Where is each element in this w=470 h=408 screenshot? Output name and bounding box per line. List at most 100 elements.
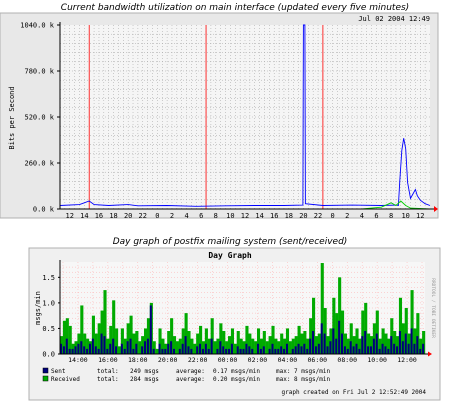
postfix-bar-received [141,336,145,354]
postfix-chart-title: Day graph of postfix mailing system (sen… [113,237,348,247]
postfix-bar-sent [196,346,199,354]
postfix-bar-received [146,318,151,354]
postfix-bar-received [68,325,72,354]
postfix-bar-received [117,346,122,354]
postfix-bar-received [190,338,194,354]
postfix-bar-sent [210,338,213,354]
postfix-bar-sent [300,346,303,354]
postfix-bar-sent [77,343,80,354]
postfix-bar-received [158,328,162,354]
postfix-bar-sent [74,346,77,354]
postfix-bar-sent [340,333,344,354]
postfix-bar-sent [309,338,312,354]
postfix-bar-received [285,328,290,354]
postfix-bar-received [309,318,313,354]
postfix-bar-received [338,277,342,354]
postfix-bar-received [306,338,310,354]
bandwidth-x-tick-label: 4 [360,212,364,220]
bandwidth-x-tick-label: 12 [416,212,424,220]
postfix-bar-sent [303,343,306,354]
postfix-bar-sent [245,343,248,354]
postfix-bar-sent [170,341,173,354]
postfix-bar-sent [335,338,338,354]
postfix-bar-received [277,341,281,354]
legend-average-received: 0.20 msgs/min [213,376,260,383]
postfix-bar-sent [416,336,419,354]
postfix-bar-sent [277,348,280,354]
postfix-x-tick-label: 08:00 [337,356,357,364]
bandwidth-x-tick-label: 10 [401,212,409,220]
postfix-bar-received [416,313,420,354]
postfix-graph-title: Day Graph [208,251,252,260]
postfix-bar-received [152,341,156,354]
legend-name-received: Received [51,376,80,383]
postfix-x-tick-label: 18:00 [128,356,148,364]
postfix-bar-sent [97,348,100,354]
postfix-bar-sent [280,346,283,354]
postfix-bar-received [419,338,423,354]
bandwidth-x-tick-label: 22 [314,212,322,220]
postfix-bar-received [248,333,252,354]
legend-max-label-received: max: [276,376,290,383]
postfix-axes: 0.0 0.5 1.0 1.5 14:00 16:00 18:00 20:00 22:00 00:… [42,260,432,364]
bandwidth-x-tick-label: 18 [285,212,293,220]
postfix-bar-sent [132,348,135,354]
bandwidth-x-tick-label: 6 [374,212,378,220]
postfix-bar-received [225,341,229,354]
postfix-bar-sent [404,333,407,354]
postfix-bar-received [387,338,391,354]
postfix-bar-received [94,333,98,354]
postfix-bar-received [332,297,336,354]
postfix-bar-sent [135,343,138,354]
postfix-bar-received [100,310,104,354]
postfix-bar-received [410,290,414,354]
postfix-x-tick-label: 04:00 [278,356,298,364]
postfix-bar-received [398,297,403,354]
postfix-bar-sent [283,348,286,354]
postfix-bar-received [375,310,379,354]
postfix-bar-sent [323,333,326,354]
postfix-bar-received [367,333,371,354]
postfix-bar-sent [297,343,300,354]
postfix-bars [60,263,426,354]
legend-max-received: 8 msgs/min [294,376,331,383]
postfix-bar-sent [181,343,184,354]
postfix-bar-received [161,338,165,354]
postfix-bar-sent [100,333,103,354]
postfix-bar-sent [396,346,399,354]
postfix-bar-received [207,338,211,354]
postfix-bar-sent [364,331,367,354]
bandwidth-y-axis-label: Bits per Second [8,86,16,149]
postfix-bar-received [323,308,327,354]
postfix-bar-sent [259,348,262,354]
postfix-bar-sent [285,343,288,354]
postfix-bar-received [175,341,179,354]
postfix-bar-sent [106,348,109,354]
postfix-bar-received [106,338,110,354]
postfix-bar-sent [222,346,225,354]
postfix-bar-sent [407,343,410,354]
postfix-bar-received [86,338,90,354]
postfix-bar-received [349,323,353,354]
postfix-bar-sent [294,346,297,354]
legend-max-label-sent: max: [276,368,290,375]
postfix-bar-sent [126,341,129,354]
bandwidth-x-tick-label: 18 [109,212,117,220]
postfix-bar-sent [352,346,355,354]
postfix-y-tick-label: 0.5 [42,325,55,333]
postfix-bar-received [199,325,203,354]
postfix-bar-received [381,328,385,354]
bandwidth-x-tick-label: 6 [199,212,203,220]
postfix-bar-received [364,302,368,354]
postfix-bar-sent [317,343,320,354]
postfix-bar-sent [167,343,170,354]
postfix-bar-received [239,338,243,354]
postfix-bar-received [335,313,339,354]
postfix-bar-sent [91,338,94,354]
postfix-bar-received [172,336,177,354]
postfix-bar-received [355,328,359,354]
postfix-bar-sent [369,346,372,354]
postfix-bar-sent [123,348,126,354]
postfix-bar-sent [60,343,63,354]
